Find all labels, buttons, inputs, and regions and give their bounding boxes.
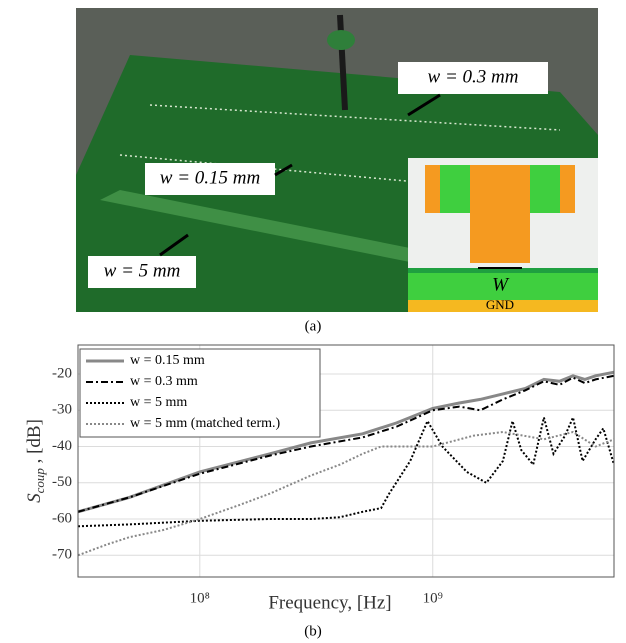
y-axis-label: Scoup , [dB]	[24, 419, 47, 503]
inset-gnd-label: GND	[486, 297, 514, 312]
caption: (b)	[304, 623, 322, 639]
legend-label: w = 0.15 mm	[130, 353, 205, 368]
y-tick-label: -40	[52, 438, 72, 454]
photo-label: w = 5 mm	[104, 260, 181, 281]
x-tick-label: 10⁸	[190, 590, 210, 606]
legend-label: w = 0.3 mm	[130, 374, 198, 389]
inset-post	[470, 165, 530, 263]
y-tick-label: -70	[52, 547, 72, 563]
photo-label: w = 0.15 mm	[160, 167, 260, 188]
x-axis-label: Frequency, [Hz]	[268, 592, 391, 613]
legend-label: w = 5 mm	[130, 395, 187, 410]
y-tick-label: -20	[52, 365, 72, 381]
legend-label: w = 5 mm (matched term.)	[130, 416, 281, 431]
photo-label: w = 0.3 mm	[428, 66, 519, 87]
y-label-unit: , [dB]	[24, 419, 45, 468]
photo: W GND w = 0.3 mm w = 0.15 mm w = 5 mm	[76, 8, 598, 312]
caption: (a)	[305, 318, 322, 334]
y-tick-label: -60	[52, 510, 72, 526]
probe-ring	[327, 30, 355, 50]
inset-width: W	[492, 274, 510, 295]
y-label-symbol: S	[24, 493, 45, 503]
inset-fill	[530, 165, 560, 213]
figure: W GND w = 0.3 mm w = 0.15 mm w = 5 mm (a…	[0, 0, 626, 643]
x-tick-label: 10⁹	[423, 590, 443, 606]
y-tick-label: -30	[52, 402, 72, 418]
inset-fill	[440, 165, 470, 213]
y-label-subscript: coup	[32, 468, 47, 494]
y-tick-label: -50	[52, 474, 72, 490]
